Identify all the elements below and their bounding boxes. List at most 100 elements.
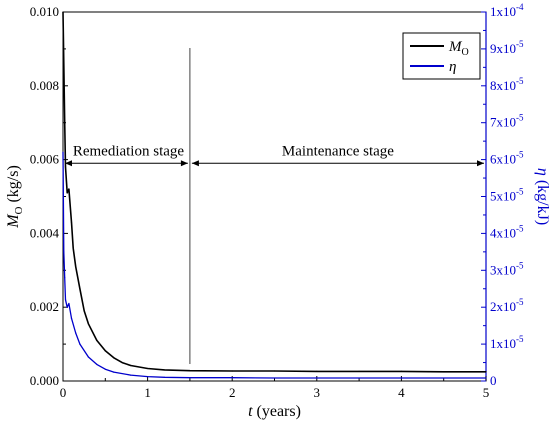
series-point-mo: [63, 63, 65, 65]
remediation-arrowhead-right: [180, 160, 188, 167]
left-tick-label: 0.006: [30, 152, 60, 167]
series-point-mo: [64, 122, 66, 124]
series-point-eta: [79, 343, 81, 345]
series-point-mo: [273, 370, 276, 372]
maintenance-arrowhead-right: [477, 160, 484, 167]
right-tick-label: 4x10-5: [490, 223, 524, 240]
series-point-mo: [130, 364, 132, 367]
series-point-mo: [231, 370, 233, 372]
legend-label-mo-sub: O: [462, 47, 469, 58]
right-axis-title: η (kg/kJ): [534, 168, 550, 225]
x-tick-label: 5: [483, 385, 490, 400]
legend-label-mo-main: M: [448, 39, 463, 55]
series-line-eta: [62, 152, 486, 379]
left-axis-ticks: 0.000 0.002 0.004 0.006 0.008 0.010: [30, 4, 68, 388]
series-point-mo: [87, 323, 89, 325]
series-point-eta: [64, 299, 67, 301]
left-axis-title-var: M: [5, 213, 22, 229]
left-tick-label: 0.008: [30, 78, 59, 93]
x-tick-label: 2: [229, 385, 236, 400]
series-point-eta: [273, 377, 276, 379]
series-point-eta: [70, 317, 73, 319]
right-axis-title-unit: (kg/kJ): [534, 176, 550, 225]
right-tick-label: 2x10-5: [490, 297, 524, 314]
series-point-eta: [400, 377, 402, 379]
series-point-eta: [163, 376, 166, 378]
remediation-stage-label: Remediation stage: [73, 143, 185, 159]
series-point-mo: [68, 188, 70, 190]
series-point-mo: [443, 371, 445, 373]
left-axis-title: MO (kg/s): [5, 165, 25, 229]
right-axis-ticks: 0 1x10-5 2x10-5 3x10-5 4x10-5 5x10-5 6x10-5 7x1…: [481, 2, 524, 388]
series-point-mo: [358, 370, 360, 373]
series-point-mo: [96, 339, 98, 342]
series-point-mo: [79, 288, 81, 290]
series-point-mo: [147, 367, 149, 370]
right-tick-label: 0: [490, 373, 497, 388]
left-tick-label: 0.004: [30, 225, 60, 240]
series-point-mo: [189, 370, 191, 372]
series-point-eta: [130, 374, 132, 376]
series-point-mo: [104, 350, 106, 352]
remediation-arrowhead-left: [65, 160, 72, 167]
x-axis-title-var: t: [248, 403, 253, 420]
legend-label-mo: MO: [448, 39, 469, 58]
right-tick-label: 5x10-5: [490, 187, 524, 204]
left-tick-label: 0.002: [30, 299, 59, 314]
right-tick-label: 9x10-5: [490, 39, 524, 56]
x-tick-label: 4: [398, 385, 405, 400]
series-point-eta: [113, 371, 115, 373]
series-point-eta: [358, 377, 360, 379]
series-point-eta: [63, 251, 65, 253]
legend: MO η: [402, 32, 481, 80]
right-axis-title-var: η: [534, 168, 550, 176]
legend-box: [402, 32, 481, 80]
right-tick-label: 3x10-5: [490, 260, 524, 277]
left-tick-label: 0.010: [30, 4, 59, 19]
right-tick-label: 8x10-5: [490, 76, 524, 93]
series-point-eta: [64, 277, 66, 279]
series-point-eta: [96, 363, 98, 365]
left-axis-title-unit: (kg/s): [5, 165, 22, 206]
series-point-eta: [485, 377, 487, 379]
series-point-eta: [66, 306, 68, 308]
series-point-mo: [72, 247, 74, 249]
x-tick-label: 3: [314, 385, 321, 400]
legend-label-eta: η: [449, 59, 456, 75]
series-point-mo: [83, 310, 85, 312]
x-axis-ticks: 0 1 2 3 4 5: [60, 376, 490, 400]
series-point-eta: [68, 302, 70, 305]
series-layer: [62, 11, 487, 379]
series-point-eta: [316, 377, 318, 379]
series-point-mo: [316, 370, 318, 373]
series-point-eta: [231, 377, 233, 379]
right-tick-label: 1x10-5: [490, 334, 524, 351]
maintenance-stage-label: Maintenance stage: [282, 143, 394, 159]
series-point-mo: [66, 192, 68, 194]
x-tick-label: 1: [144, 385, 151, 400]
right-tick-label: 1x10-4: [490, 2, 524, 19]
x-tick-label: 0: [60, 385, 67, 400]
x-axis-title-unit: (years): [253, 403, 301, 420]
left-tick-label: 0.000: [30, 373, 59, 388]
series-point-eta: [147, 375, 149, 378]
series-point-mo: [485, 371, 487, 373]
maintenance-arrowhead-left: [191, 160, 199, 167]
series-point-mo: [113, 357, 115, 359]
series-point-mo: [163, 369, 166, 371]
series-point-eta: [87, 356, 89, 358]
left-axis-title-sub: O: [13, 206, 25, 214]
series-point-eta: [189, 377, 191, 379]
series-point-mo: [121, 361, 123, 364]
right-tick-label: 7x10-5: [490, 113, 524, 130]
series-point-eta: [443, 377, 445, 379]
x-axis-title: t (years): [248, 403, 301, 420]
series-point-mo: [75, 266, 77, 268]
legend-label-eta-main: η: [449, 59, 456, 75]
series-point-mo: [64, 166, 67, 168]
series-point-eta: [75, 332, 77, 334]
right-tick-label: 6x10-5: [490, 150, 524, 167]
series-point-mo: [62, 11, 64, 13]
